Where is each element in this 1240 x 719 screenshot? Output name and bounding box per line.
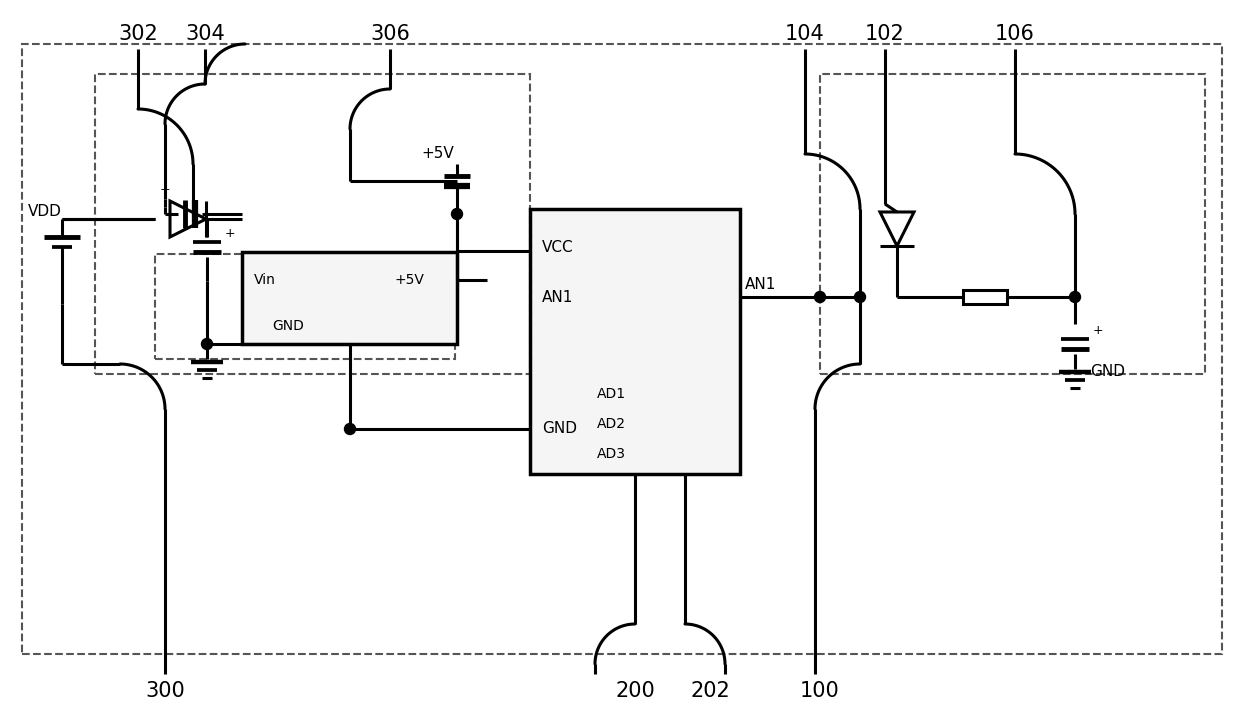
Bar bbox=[820, 74, 1205, 374]
Text: GND: GND bbox=[542, 421, 577, 436]
Text: 106: 106 bbox=[994, 24, 1035, 44]
Bar bbox=[585, 372, 730, 467]
Text: +5V: +5V bbox=[396, 273, 425, 287]
Text: 200: 200 bbox=[615, 681, 655, 701]
Text: +: + bbox=[1092, 324, 1104, 337]
Bar bbox=[155, 254, 455, 359]
Text: Vin: Vin bbox=[254, 273, 275, 287]
Circle shape bbox=[345, 423, 356, 434]
Text: VDD: VDD bbox=[29, 203, 62, 219]
Text: AN1: AN1 bbox=[745, 277, 776, 292]
Text: VCC: VCC bbox=[542, 239, 574, 255]
Text: +: + bbox=[224, 227, 236, 240]
Text: GND: GND bbox=[1090, 365, 1125, 380]
Text: 300: 300 bbox=[145, 681, 185, 701]
Text: 100: 100 bbox=[800, 681, 839, 701]
Text: AN1: AN1 bbox=[542, 290, 573, 305]
Text: +: + bbox=[160, 183, 170, 196]
Text: AD3: AD3 bbox=[596, 447, 626, 461]
Text: AD2: AD2 bbox=[596, 417, 626, 431]
Bar bbox=[529, 209, 740, 474]
Bar bbox=[22, 44, 1221, 654]
Bar bbox=[242, 252, 458, 344]
Circle shape bbox=[854, 291, 866, 303]
Text: GND: GND bbox=[272, 319, 304, 333]
Circle shape bbox=[201, 339, 212, 349]
Circle shape bbox=[451, 209, 463, 219]
Text: 304: 304 bbox=[185, 24, 224, 44]
Text: 302: 302 bbox=[118, 24, 157, 44]
Text: 306: 306 bbox=[370, 24, 410, 44]
Text: 102: 102 bbox=[866, 24, 905, 44]
Bar bbox=[962, 290, 1007, 304]
Text: 104: 104 bbox=[785, 24, 825, 44]
Circle shape bbox=[1069, 291, 1080, 303]
Text: 202: 202 bbox=[691, 681, 730, 701]
Circle shape bbox=[815, 291, 826, 303]
Text: +5V: +5V bbox=[422, 147, 454, 162]
Bar bbox=[95, 74, 529, 374]
Text: AD1: AD1 bbox=[596, 387, 626, 401]
